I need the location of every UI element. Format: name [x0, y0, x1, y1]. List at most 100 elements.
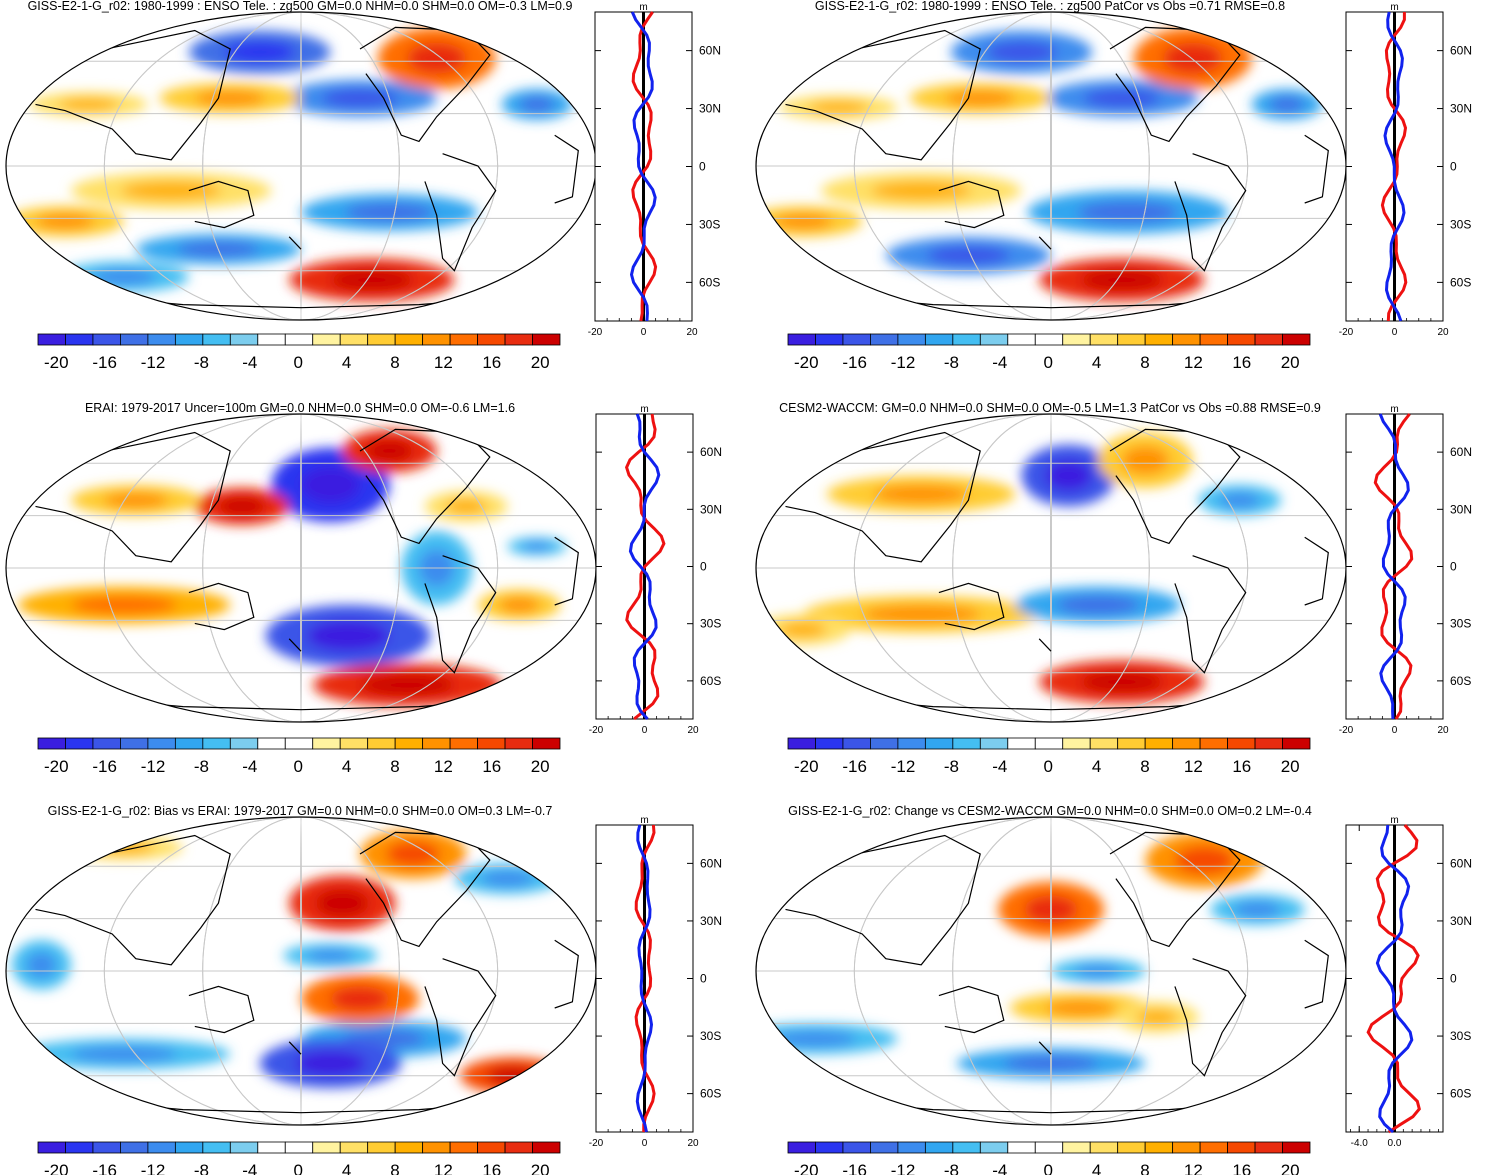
anomaly-core: [773, 213, 833, 230]
colorbar-box: [842, 333, 871, 346]
zonal-unit-label: m: [640, 404, 648, 415]
coastline-segment: [288, 638, 302, 652]
coastline-segment: [785, 431, 981, 563]
graticule-meridian: [853, 414, 1249, 722]
zonal-lat-label: 30N: [1450, 502, 1472, 516]
colorbar-label: 0: [293, 1161, 302, 1175]
zonal-unit-label: m: [640, 815, 648, 826]
colorbar-box: [257, 737, 286, 750]
colorbar-label: 8: [390, 1161, 399, 1175]
colorbar-label: 16: [482, 757, 501, 776]
colorbar-label: 12: [1184, 353, 1203, 372]
zonal-xtick-label: 0: [1392, 327, 1398, 338]
graticule-meridian: [952, 414, 1150, 722]
colorbar-label: 12: [434, 1161, 453, 1175]
colorbar-box: [1227, 333, 1256, 346]
anomaly-core: [927, 246, 1010, 265]
colorbar-label: -8: [194, 757, 209, 776]
zonal-xtick-label: -20: [588, 327, 603, 338]
colorbar-label: 0: [1043, 353, 1052, 372]
zonal-lat-label: 30S: [1450, 617, 1471, 631]
colorbar-box: [815, 333, 844, 346]
colorbar-box: [120, 333, 149, 346]
colorbar-label: -16: [842, 1161, 867, 1175]
anomaly-core: [1136, 1009, 1178, 1025]
colorbar: -20 -16 -12 -8 -4 0 4 8 12 16 20: [787, 737, 1311, 776]
colorbar-box: [477, 737, 506, 750]
colorbar-box: [1144, 333, 1174, 346]
colorbar-label: -12: [141, 353, 166, 372]
colorbar-box: [1089, 1141, 1119, 1154]
colorbar-box: [202, 737, 231, 750]
anomaly-core: [445, 498, 487, 515]
colorbar-box: [1254, 1141, 1283, 1154]
zonal-profile-red: [624, 413, 666, 721]
zonal-lat-label: 30N: [700, 502, 722, 516]
colorbar-box: [870, 737, 899, 750]
zonal-xtick-label: 0: [642, 1138, 648, 1149]
colorbar-box: [1117, 1141, 1146, 1154]
anomaly-core: [194, 90, 266, 106]
anomaly-core: [1056, 595, 1140, 615]
colorbar-label: 20: [1281, 353, 1300, 372]
colorbar-box: [815, 737, 844, 750]
colorbar-box: [92, 333, 121, 346]
colorbar-label: -8: [944, 757, 959, 776]
zonal-xtick-label: -20: [589, 725, 604, 736]
coastline-segment: [288, 1041, 302, 1055]
panel-title: ERAI: 1979-2017 Uncer=100m GM=0.0 NHM=0.…: [85, 401, 515, 415]
coastline-segment: [424, 153, 497, 272]
colorbar-label: -20: [44, 1161, 69, 1175]
coastline-segment: [188, 582, 255, 631]
anomaly-core: [809, 101, 869, 114]
anomaly-core: [103, 492, 169, 508]
zonal-lat-label: 30S: [700, 617, 721, 631]
zonal-lat-label: 30S: [700, 1029, 721, 1043]
zonal-lat-label: 30S: [699, 217, 720, 231]
zonal-mean-plot: m -20 0 20 60N 30N 0 30S 60S: [588, 2, 721, 338]
colorbar-box: [1062, 333, 1091, 346]
zonal-lat-label: 30N: [699, 102, 721, 116]
colorbar-box: [532, 1141, 561, 1154]
graticule-meridian: [103, 414, 499, 722]
colorbar-box: [1144, 1141, 1174, 1154]
zonal-lat-label: 0: [1450, 160, 1457, 174]
colorbar-label: 8: [1140, 1161, 1149, 1175]
graticule-meridian: [300, 12, 302, 320]
anomaly-core: [330, 986, 390, 1012]
colorbar-label: -20: [44, 757, 69, 776]
anomaly-core: [1233, 901, 1282, 918]
coastline-segment: [359, 26, 491, 143]
zonal-xtick-label: 20: [687, 725, 699, 736]
coastline-segment: [35, 834, 231, 966]
anomaly-core: [874, 484, 969, 504]
anomaly-core: [295, 1051, 366, 1076]
anomaly-core: [522, 541, 552, 552]
colorbar-box: [229, 737, 259, 750]
colorbar-label: -16: [92, 1161, 117, 1175]
zonal-mean-plot: m -20 0 20 60N 30N 0 30S 60S: [1339, 404, 1472, 736]
anomaly-core: [407, 42, 467, 74]
zonal-lat-label: 0: [699, 160, 706, 174]
anomaly-core: [1045, 1000, 1116, 1016]
colorbar-label: 4: [342, 353, 351, 372]
colorbar-box: [422, 737, 451, 750]
colorbar-box: [422, 1141, 451, 1154]
map-body: [756, 817, 1346, 1125]
anomaly-core: [365, 440, 414, 462]
colorbar-label: 12: [434, 757, 453, 776]
colorbar-box: [1062, 1141, 1091, 1154]
colorbar-box: [979, 333, 1009, 346]
colorbar-box: [174, 1141, 204, 1154]
zonal-unit-label: m: [639, 2, 647, 13]
anomaly-core: [35, 213, 95, 230]
colorbar-box: [842, 1141, 871, 1154]
anomaly-core: [330, 269, 414, 291]
colorbar-label: -16: [842, 757, 867, 776]
colorbar-label: 16: [1232, 1161, 1251, 1175]
colorbar-box: [1199, 737, 1228, 750]
coastline-segment: [1038, 236, 1052, 250]
coastline-segment: [188, 985, 255, 1034]
colorbar-label: 8: [1140, 353, 1149, 372]
colorbar-label: -4: [242, 757, 257, 776]
